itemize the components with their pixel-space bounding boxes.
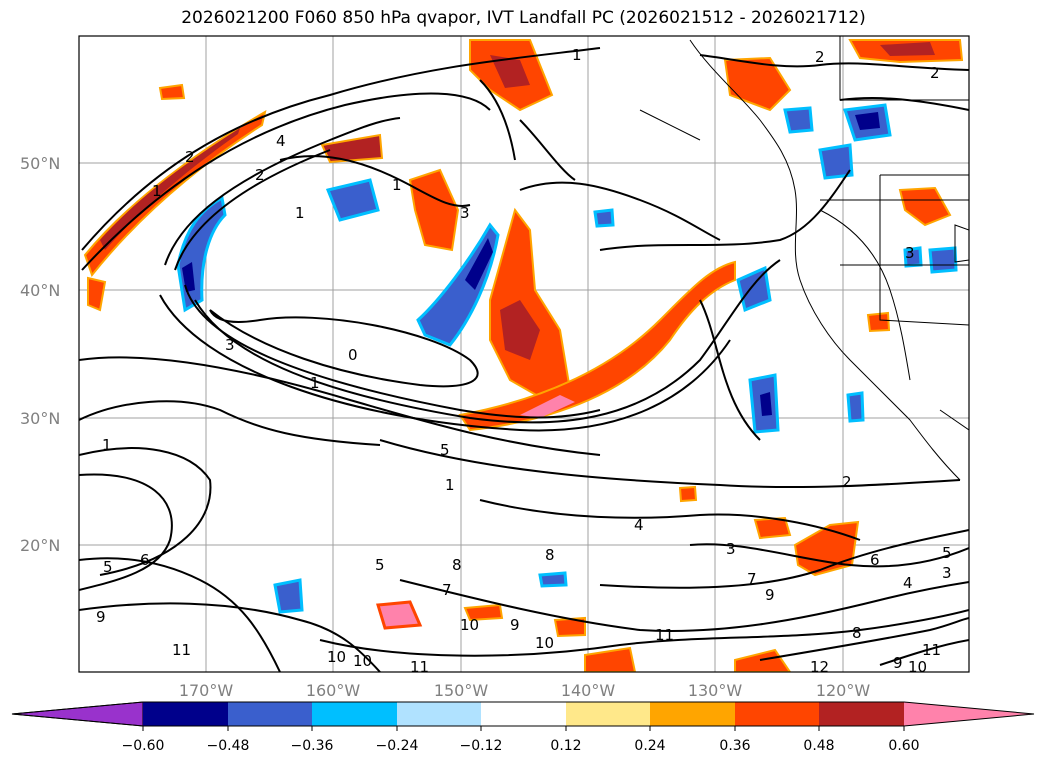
- contour-label: 8: [452, 556, 462, 574]
- colorbar-tick: 0.24: [634, 738, 665, 754]
- map-frame: [78, 35, 970, 673]
- colorbar-swatch: [566, 702, 650, 726]
- contour-label: 9: [893, 654, 903, 672]
- colorbar-tick: 0.60: [888, 738, 919, 754]
- colorbar-tick: 0.12: [550, 738, 581, 754]
- contour-label: 5: [440, 441, 450, 459]
- colorbar-tick: −0.24: [376, 738, 419, 754]
- contour-label: 2: [255, 166, 265, 184]
- contour-label: 8: [545, 546, 555, 564]
- colorbar-tick: −0.36: [291, 738, 334, 754]
- colorbar-extend-high: [904, 702, 1034, 726]
- contour-label: 10: [460, 616, 479, 634]
- contour-label: 1: [445, 476, 455, 494]
- contour-label: 3: [460, 204, 470, 222]
- colorbar-swatch: [312, 702, 397, 726]
- coastlines: [639, 36, 969, 481]
- colorbar-swatch: [735, 702, 819, 726]
- contour-label: 3: [942, 564, 952, 582]
- contour-label: 10: [908, 658, 927, 676]
- contour-label: 4: [634, 516, 644, 534]
- lat-label-50: 50°N: [20, 154, 60, 173]
- latitude-labels: 50°N 40°N 30°N 20°N: [20, 154, 60, 555]
- colorbar-swatch: [481, 702, 566, 726]
- lon-label-130w: 130°W: [688, 681, 743, 700]
- colorbar-tick: 0.48: [803, 738, 834, 754]
- contour-label: 4: [903, 574, 913, 592]
- colorbar-swatch: [397, 702, 481, 726]
- contour-label: 10: [353, 652, 372, 670]
- colorbar-swatch: [143, 702, 228, 726]
- lon-label-120w: 120°W: [816, 681, 871, 700]
- longitude-labels: 170°W 160°W 150°W 140°W 130°W 120°W: [179, 681, 871, 700]
- contour-label: 7: [442, 581, 452, 599]
- lat-label-20: 20°N: [20, 536, 60, 555]
- contour-label: 2: [930, 64, 940, 82]
- contour-label: 2: [815, 48, 825, 66]
- contour-label: 2: [185, 148, 195, 166]
- map-title: 2026021200 F060 850 hPa qvapor, IVT Land…: [181, 8, 866, 28]
- contour-label: 1: [152, 182, 162, 200]
- colorbar-tick: −0.48: [207, 738, 250, 754]
- colorbar-swatch: [228, 702, 312, 726]
- colorbar-tick: 0.36: [719, 738, 750, 754]
- contour-label: 0: [348, 346, 358, 364]
- colorbar-tick: −0.12: [460, 738, 503, 754]
- contour-label: 12: [810, 658, 829, 676]
- contour-label: 11: [172, 641, 191, 659]
- contour-label: 1: [310, 374, 320, 392]
- lat-label-30: 30°N: [20, 409, 60, 428]
- contour-label: 6: [140, 551, 150, 569]
- contour-label: 9: [765, 586, 775, 604]
- lon-label-150w: 150°W: [434, 681, 489, 700]
- contour-label: 3: [225, 336, 235, 354]
- contour-label: 10: [327, 648, 346, 666]
- ivt-contours: [79, 47, 969, 672]
- contour-label: 9: [96, 608, 106, 626]
- contour-label: 5: [375, 556, 385, 574]
- contour-label: 7: [747, 570, 757, 588]
- colorbar-tick: −0.60: [122, 738, 165, 754]
- colorbar-swatch: [650, 702, 735, 726]
- contour-label: 11: [922, 641, 941, 659]
- contour-label: 5: [942, 544, 952, 562]
- contour-labels: 1 2 4 1 2 1 3 3 1 1 2 2 0 1 3 5 2 3 6 5 …: [96, 46, 952, 676]
- contour-label: 1: [392, 176, 402, 194]
- lon-label-170w: 170°W: [179, 681, 234, 700]
- contour-label: 8: [852, 624, 862, 642]
- lon-label-140w: 140°W: [561, 681, 616, 700]
- contour-label: 10: [535, 634, 554, 652]
- contour-label: 1: [295, 204, 305, 222]
- contour-label: 1: [572, 46, 582, 64]
- negative-anomaly-shading: [176, 103, 958, 614]
- contour-label: 4: [276, 132, 286, 150]
- colorbar-extend-low: [11, 701, 144, 727]
- contour-label: 3: [726, 540, 736, 558]
- contour-label: 6: [870, 551, 880, 569]
- lat-label-40: 40°N: [20, 281, 60, 300]
- contour-label: 2: [842, 473, 852, 491]
- colorbar: −0.60 −0.48 −0.36 −0.24 −0.12 0.12 0.24 …: [11, 701, 1035, 754]
- contour-label: 11: [410, 658, 429, 676]
- contour-label: 1: [102, 436, 112, 454]
- lon-label-160w: 160°W: [306, 681, 361, 700]
- contour-label: 11: [655, 626, 674, 644]
- contour-label: 5: [103, 558, 113, 576]
- contour-label: 3: [905, 244, 915, 262]
- contour-label: 9: [510, 616, 520, 634]
- colorbar-swatch: [819, 702, 904, 726]
